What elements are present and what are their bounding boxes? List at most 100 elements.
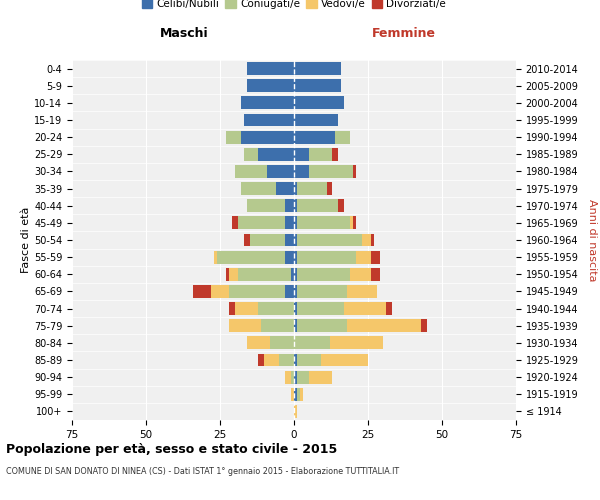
Bar bbox=[244, 114, 294, 126]
Bar bbox=[291, 388, 294, 400]
Bar bbox=[285, 234, 294, 246]
Bar bbox=[297, 388, 300, 400]
Bar bbox=[294, 165, 309, 178]
Bar bbox=[244, 148, 259, 160]
Bar bbox=[268, 165, 294, 178]
Bar bbox=[229, 320, 262, 332]
Bar bbox=[353, 216, 356, 230]
Bar bbox=[276, 182, 294, 195]
Bar bbox=[294, 234, 297, 246]
Bar bbox=[294, 114, 338, 126]
Bar bbox=[229, 302, 235, 315]
Bar bbox=[247, 80, 294, 92]
Bar bbox=[193, 285, 211, 298]
Bar bbox=[229, 268, 238, 280]
Text: Femmine: Femmine bbox=[371, 27, 436, 40]
Legend: Celibi/Nubili, Coniugati/e, Vedovi/e, Divorziati/e: Celibi/Nubili, Coniugati/e, Vedovi/e, Di… bbox=[140, 0, 448, 11]
Bar bbox=[329, 336, 383, 349]
Bar bbox=[353, 165, 356, 178]
Bar bbox=[294, 148, 309, 160]
Bar bbox=[285, 370, 291, 384]
Bar bbox=[297, 370, 309, 384]
Bar bbox=[344, 302, 386, 315]
Bar bbox=[241, 96, 294, 110]
Bar bbox=[297, 216, 350, 230]
Bar bbox=[356, 250, 371, 264]
Bar bbox=[279, 354, 294, 366]
Bar bbox=[262, 320, 294, 332]
Bar bbox=[259, 354, 265, 366]
Bar bbox=[309, 370, 332, 384]
Y-axis label: Anni di nascita: Anni di nascita bbox=[587, 198, 597, 281]
Bar bbox=[350, 216, 353, 230]
Bar bbox=[347, 320, 421, 332]
Bar bbox=[247, 200, 285, 212]
Bar bbox=[291, 370, 294, 384]
Bar bbox=[297, 302, 344, 315]
Bar bbox=[285, 285, 294, 298]
Bar bbox=[294, 182, 297, 195]
Bar bbox=[294, 354, 297, 366]
Bar bbox=[320, 354, 368, 366]
Bar bbox=[297, 250, 356, 264]
Bar bbox=[238, 268, 291, 280]
Bar bbox=[247, 62, 294, 75]
Bar bbox=[259, 302, 294, 315]
Bar bbox=[250, 234, 285, 246]
Bar bbox=[297, 354, 320, 366]
Bar bbox=[217, 250, 285, 264]
Bar bbox=[294, 250, 297, 264]
Bar bbox=[338, 200, 344, 212]
Bar bbox=[229, 285, 285, 298]
Bar bbox=[297, 234, 362, 246]
Bar bbox=[235, 165, 268, 178]
Bar bbox=[244, 234, 250, 246]
Bar bbox=[294, 336, 329, 349]
Bar bbox=[259, 148, 294, 160]
Bar bbox=[347, 285, 377, 298]
Bar bbox=[294, 320, 297, 332]
Text: Maschi: Maschi bbox=[160, 27, 209, 40]
Bar bbox=[332, 148, 338, 160]
Bar bbox=[247, 336, 271, 349]
Bar bbox=[371, 234, 374, 246]
Bar bbox=[294, 405, 297, 418]
Bar bbox=[421, 320, 427, 332]
Bar bbox=[294, 96, 344, 110]
Bar bbox=[294, 200, 297, 212]
Bar bbox=[226, 268, 229, 280]
Bar bbox=[294, 302, 297, 315]
Bar bbox=[294, 388, 297, 400]
Bar bbox=[294, 62, 341, 75]
Bar bbox=[371, 250, 380, 264]
Bar bbox=[285, 250, 294, 264]
Bar bbox=[297, 268, 350, 280]
Bar bbox=[232, 216, 238, 230]
Bar bbox=[335, 130, 350, 143]
Bar bbox=[214, 250, 217, 264]
Y-axis label: Fasce di età: Fasce di età bbox=[21, 207, 31, 273]
Text: COMUNE DI SAN DONATO DI NINEA (CS) - Dati ISTAT 1° gennaio 2015 - Elaborazione T: COMUNE DI SAN DONATO DI NINEA (CS) - Dat… bbox=[6, 468, 399, 476]
Bar bbox=[291, 268, 294, 280]
Bar bbox=[285, 200, 294, 212]
Bar bbox=[300, 388, 303, 400]
Bar bbox=[294, 268, 297, 280]
Bar bbox=[235, 302, 259, 315]
Bar bbox=[309, 165, 353, 178]
Bar bbox=[362, 234, 371, 246]
Bar bbox=[326, 182, 332, 195]
Bar bbox=[271, 336, 294, 349]
Bar bbox=[371, 268, 380, 280]
Bar bbox=[211, 285, 229, 298]
Bar bbox=[265, 354, 279, 366]
Bar bbox=[294, 80, 341, 92]
Bar bbox=[285, 216, 294, 230]
Bar bbox=[238, 216, 285, 230]
Bar bbox=[297, 320, 347, 332]
Bar bbox=[294, 370, 297, 384]
Bar bbox=[294, 130, 335, 143]
Bar bbox=[297, 200, 338, 212]
Bar bbox=[297, 285, 347, 298]
Bar bbox=[294, 216, 297, 230]
Text: Popolazione per età, sesso e stato civile - 2015: Popolazione per età, sesso e stato civil… bbox=[6, 442, 337, 456]
